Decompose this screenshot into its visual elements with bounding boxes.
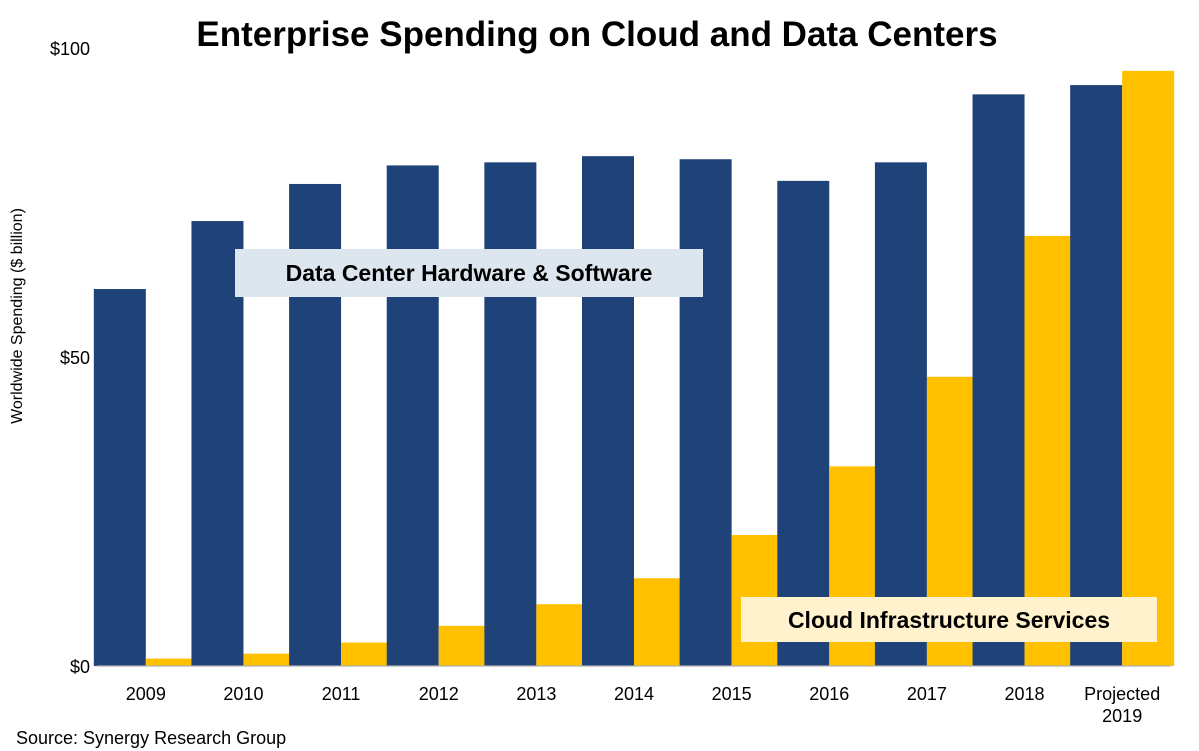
y-tick-label: $0 [70,657,90,677]
bar-cloud-2014 [634,578,686,666]
bar-data-center-2017 [874,162,927,666]
bar-data-center-2010 [191,221,244,667]
series-label-data-center: Data Center Hardware & Software [235,249,703,297]
series-label-data-center-text: Data Center Hardware & Software [286,260,653,286]
x-tick-label: 2012 [419,684,459,704]
bar-cloud-2012 [438,625,491,666]
bar-data-center-2018 [972,94,1025,667]
x-tick-label: 2015 [712,684,752,704]
bars [93,70,1175,667]
y-axis: $0 $50 $100 [50,39,90,677]
bar-cloud-2018 [1024,235,1077,666]
bar-data-center-2009 [93,289,146,666]
x-tick-label: 2011 [322,684,361,704]
bar-cloud-2011 [341,642,394,666]
x-tick-label: 2017 [907,684,947,704]
series-label-data-center-box [235,249,703,297]
y-axis-label: Worldwide Spending ($ billion) [9,208,26,424]
y-tick-label: $100 [50,39,90,59]
x-tick-label: 2013 [516,684,556,704]
y-tick-label: $50 [60,348,90,368]
bar-cloud-2010 [243,653,296,666]
bar-cloud-projected-2019 [1122,70,1175,667]
x-tick-label: 2009 [126,684,166,704]
series-label-cloud-text: Cloud Infrastructure Services [788,607,1110,633]
bar-cloud-2013 [536,604,589,666]
x-tick-label: 2016 [809,684,849,704]
x-tick-label: 2014 [614,684,654,704]
x-tick-label: 2018 [1005,684,1045,704]
x-axis: 2009 2010 2011 2012 2013 2014 2015 2016 2017 2018… [126,684,1160,726]
chart-title: Enterprise Spending on Cloud and Data Ce… [196,15,997,54]
series-label-cloud-box [741,597,1157,642]
bar-data-center-2014 [582,156,634,666]
bar-data-center-2013 [484,162,537,666]
bar-data-center-2012 [386,165,439,667]
bar-data-center-2016 [777,180,830,666]
bar-cloud-2009 [145,658,198,666]
bar-data-center-2015 [679,159,732,667]
x-tick-label: 2010 [223,684,263,704]
source-note: Source: Synergy Research Group [16,728,286,748]
x-tick-label: Projected 2019 [1084,684,1160,726]
bar-data-center-projected-2019 [1070,85,1123,666]
series-label-cloud: Cloud Infrastructure Services [741,597,1157,642]
